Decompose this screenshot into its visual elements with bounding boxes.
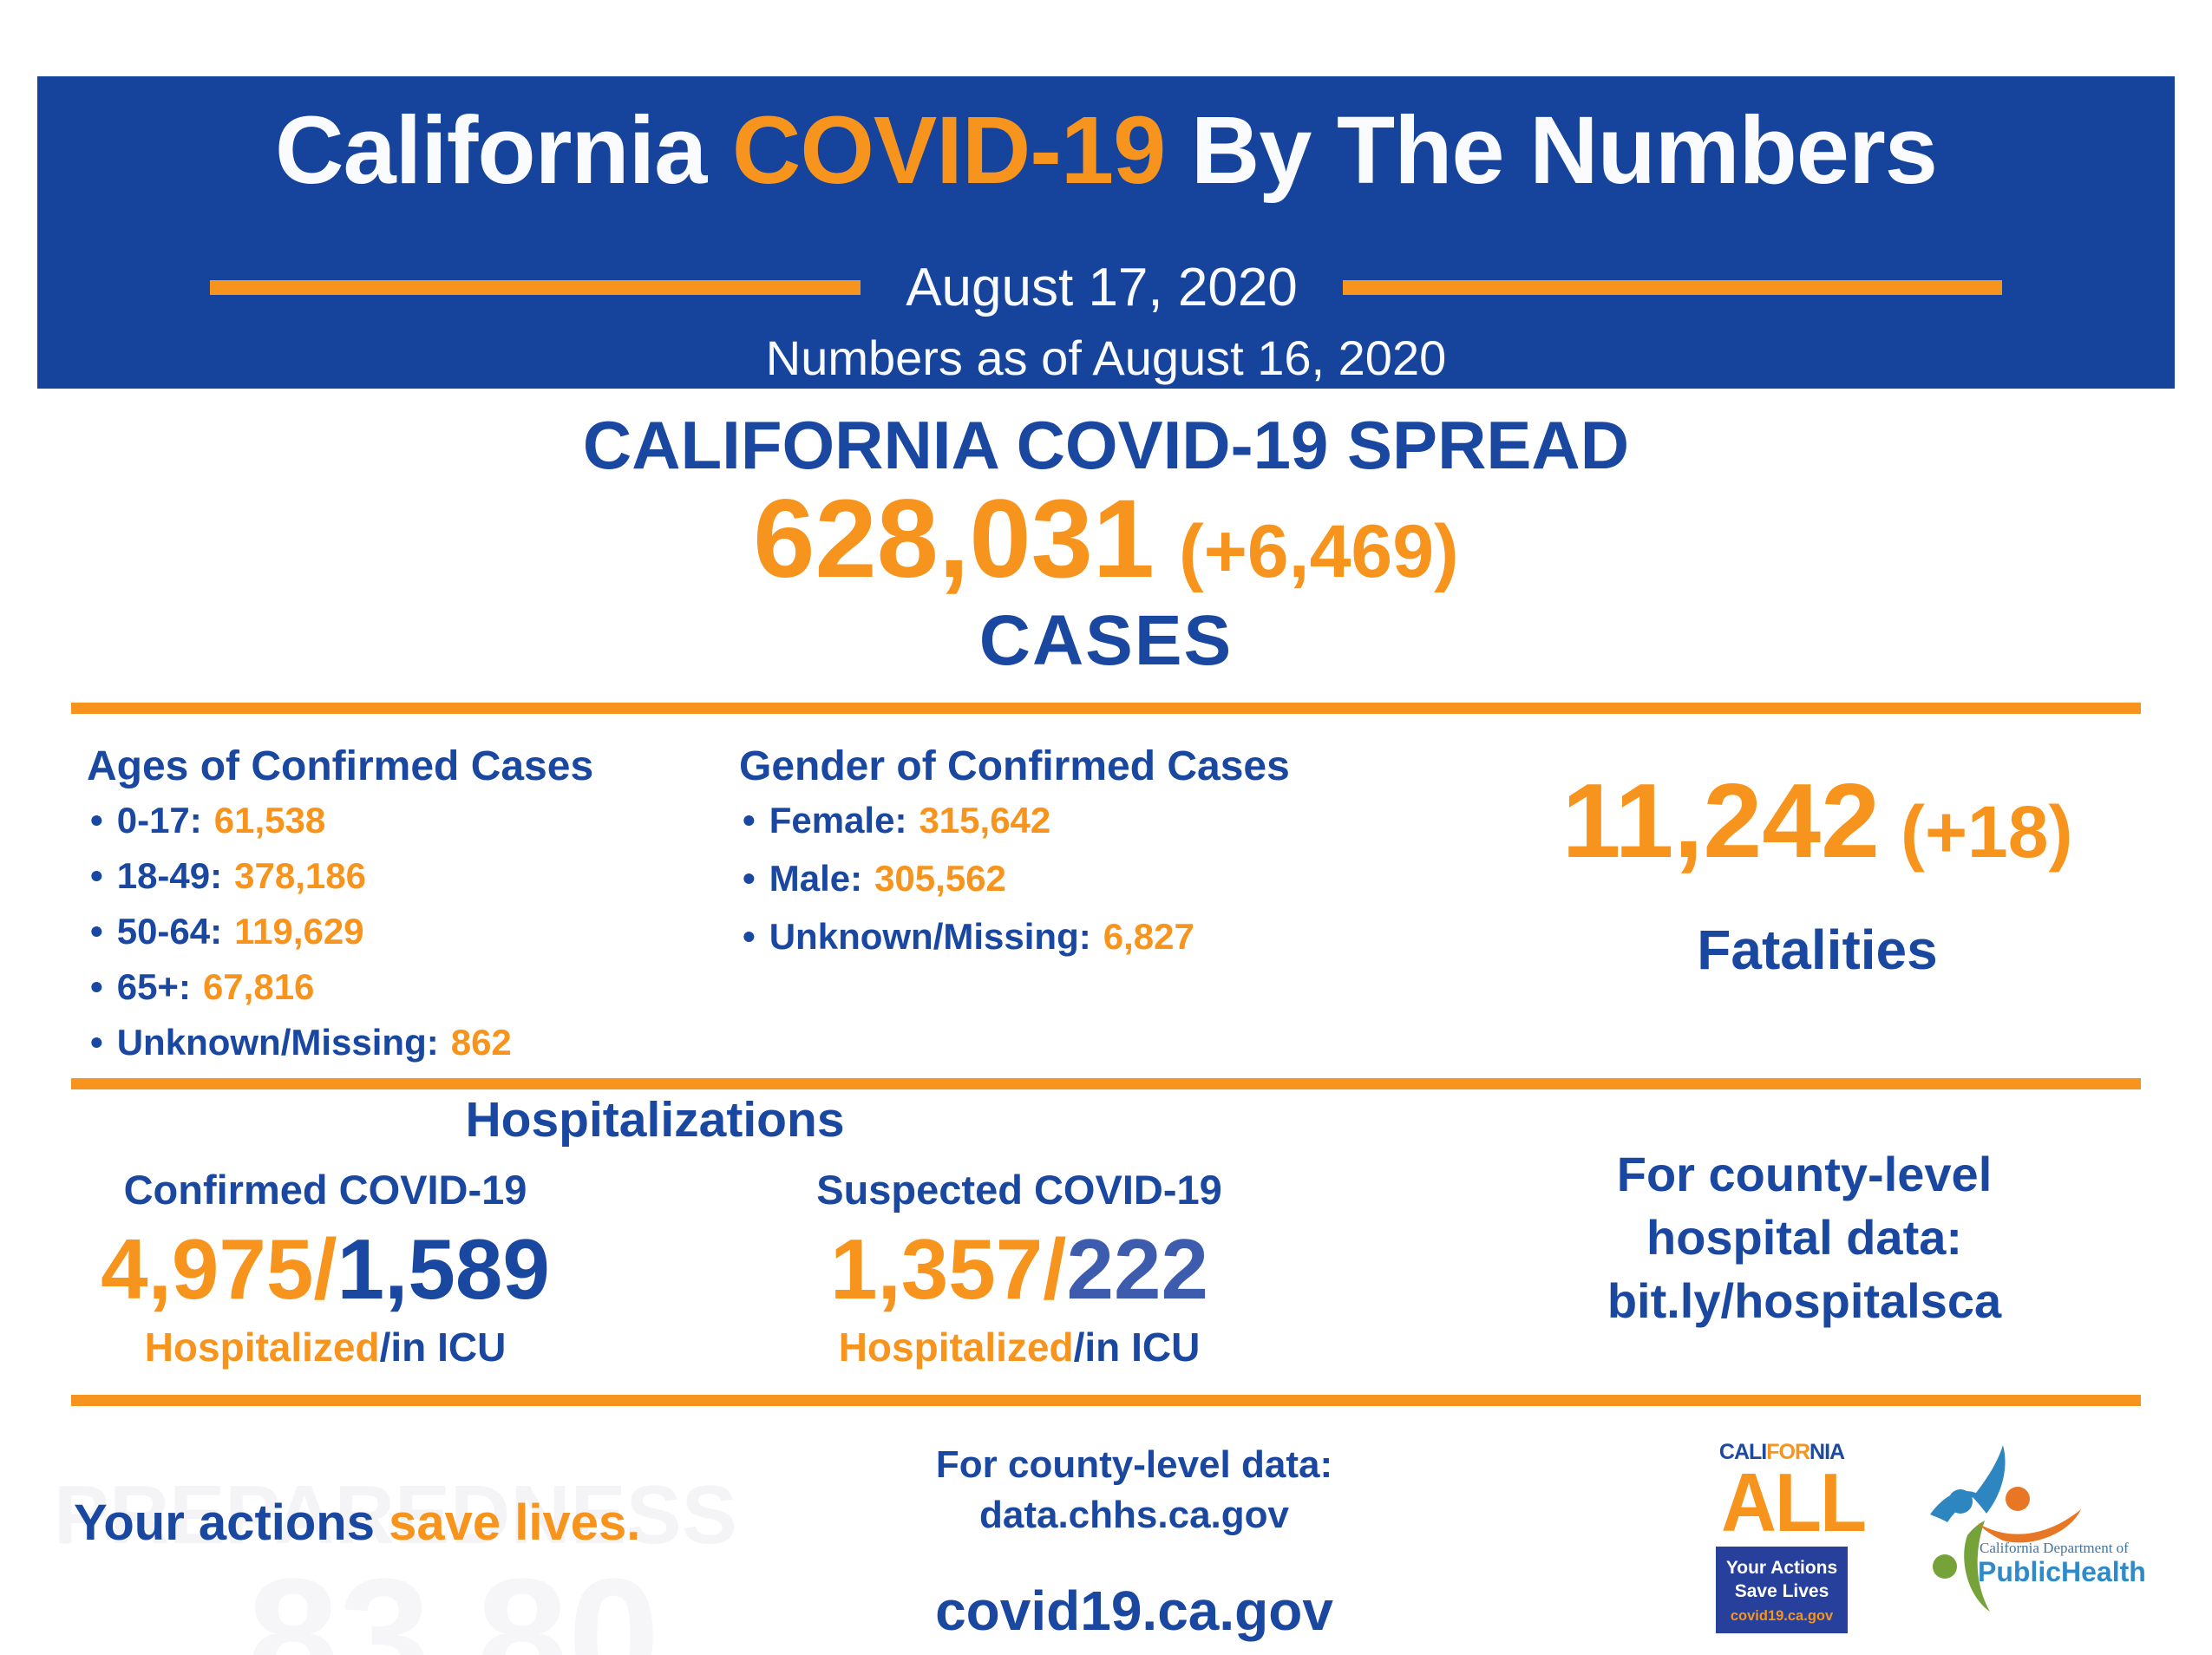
hosp-suspected-values: 1,357/222: [830, 1221, 1208, 1317]
section-divider-2: [71, 1078, 2141, 1089]
bullet-dot: •: [743, 800, 756, 841]
title-part-by-the-numbers: By The Numbers: [1165, 97, 1938, 204]
hosp-confirmed-label: Confirmed COVID-19: [123, 1167, 527, 1213]
date-divider-right: [1342, 279, 2002, 295]
ages-item-18-49: • 18-49: 378,186: [90, 855, 366, 896]
fatalities-delta: (+18): [1900, 791, 2073, 873]
hosp-suspected-label: Suspected COVID-19: [816, 1167, 1222, 1213]
county-hospital-data-note: For county-level hospital data: bit.ly/h…: [1561, 1143, 2047, 1332]
california-all-url: covid19.ca.gov: [1730, 1607, 1834, 1624]
bullet-dot: •: [743, 916, 756, 957]
cdph-orange-figure-arm: [1978, 1509, 2081, 1543]
site-url-text: covid19.ca.gov: [935, 1580, 1333, 1643]
watermark-number: 83.80: [247, 1545, 660, 1655]
california-all-slogan-box: Your Actions Save Lives covid19.ca.gov: [1716, 1547, 1848, 1633]
section-divider-1: [71, 703, 2141, 714]
gender-item-male: • Male: 305,562: [743, 858, 1006, 899]
fatalities-row: 11,242 (+18): [1475, 760, 2160, 881]
fatalities-label: Fatalities: [1697, 919, 1938, 981]
date-divider-left: [210, 279, 861, 295]
hosp-suspected-block: Suspected COVID-19 1,357/222 Hospitalize…: [772, 1166, 1266, 1370]
cdph-green-figure-head: [1933, 1554, 1957, 1579]
fatalities-value: 11,242: [1561, 762, 1880, 880]
ages-heading: Ages of Confirmed Cases: [87, 743, 594, 789]
california-all-wordmark: CALIFORNIA: [1718, 1440, 1845, 1464]
cdph-blue-figure-arm: [1930, 1491, 1978, 1522]
bullet-dot: •: [90, 911, 103, 952]
report-date: August 17, 2020: [906, 257, 1298, 317]
total-cases-row: 628,031 (+6,469): [0, 475, 2212, 603]
bullet-dot: •: [90, 966, 103, 1007]
cdph-logo: California Department of PublicHealth: [1930, 1445, 2146, 1612]
watermark-preparedness: PREPAREDNESS: [54, 1469, 737, 1561]
cdph-department-text: California Department of: [1980, 1540, 2129, 1556]
header-banner: California COVID-19 By The Numbers Augus…: [37, 76, 2175, 389]
hosp-suspected-caption: Hospitalized/in ICU: [838, 1325, 1201, 1370]
hosp-confirmed-block: Confirmed COVID-19 4,975/1,589 Hospitali…: [78, 1166, 573, 1370]
bullet-dot: •: [90, 1022, 103, 1063]
ages-item-65-plus: • 65+: 67,816: [90, 966, 315, 1007]
county-data-url-text: data.chhs.ca.gov: [978, 1494, 1289, 1537]
ages-item-0-17: • 0-17: 61,538: [90, 800, 326, 841]
footer-links-block: For county-level data: data.chhs.ca.gov …: [867, 1440, 1401, 1643]
hosp-confirmed-values: 4,975/1,589: [101, 1221, 550, 1317]
cdph-blue-figure-sweep: [1973, 1445, 2006, 1514]
ages-item-unknown: • Unknown/Missing: 862: [90, 1022, 512, 1063]
hospital-data-link-text: bit.ly/hospitalsca: [1607, 1272, 2002, 1328]
ages-item-50-64: • 50-64: 119,629: [90, 911, 364, 952]
gender-item-unknown: • Unknown/Missing: 6,827: [743, 916, 1194, 957]
california-all-logo: CALIFORNIA ALL Your Actions Save Lives c…: [1716, 1440, 1867, 1633]
cdph-orange-figure-head: [2006, 1487, 2030, 1511]
cases-label: CASES: [978, 601, 1234, 680]
county-data-label: For county-level data:: [935, 1443, 1333, 1486]
section-divider-3: [71, 1395, 2141, 1406]
call-to-action: Your actions save lives.: [74, 1495, 641, 1551]
gender-item-female: • Female: 315,642: [743, 800, 1051, 841]
bullet-dot: •: [743, 858, 756, 899]
cdph-publichealth-text: PublicHealth: [1978, 1556, 2146, 1587]
data-as-of-note: Numbers as of August 16, 2020: [765, 330, 1447, 385]
date-row: August 17, 2020: [37, 257, 2175, 317]
cdph-green-figure-body: [1964, 1521, 1990, 1612]
total-cases-value: 628,031: [753, 477, 1155, 601]
gender-heading: Gender of Confirmed Cases: [739, 743, 1290, 789]
bullet-dot: •: [90, 855, 103, 896]
spread-heading: CALIFORNIA COVID-19 SPREAD: [582, 407, 1630, 483]
hospitalizations-heading: Hospitalizations: [465, 1092, 845, 1148]
page-title: California COVID-19 By The Numbers: [37, 95, 2175, 206]
bullet-dot: •: [90, 800, 103, 841]
new-cases-delta: (+6,469): [1178, 510, 1459, 593]
title-part-covid19: COVID-19: [731, 97, 1166, 204]
title-part-california: California: [275, 97, 732, 204]
california-all-all-text: ALL: [1721, 1456, 1867, 1549]
hosp-confirmed-caption: Hospitalized/in ICU: [144, 1325, 507, 1370]
